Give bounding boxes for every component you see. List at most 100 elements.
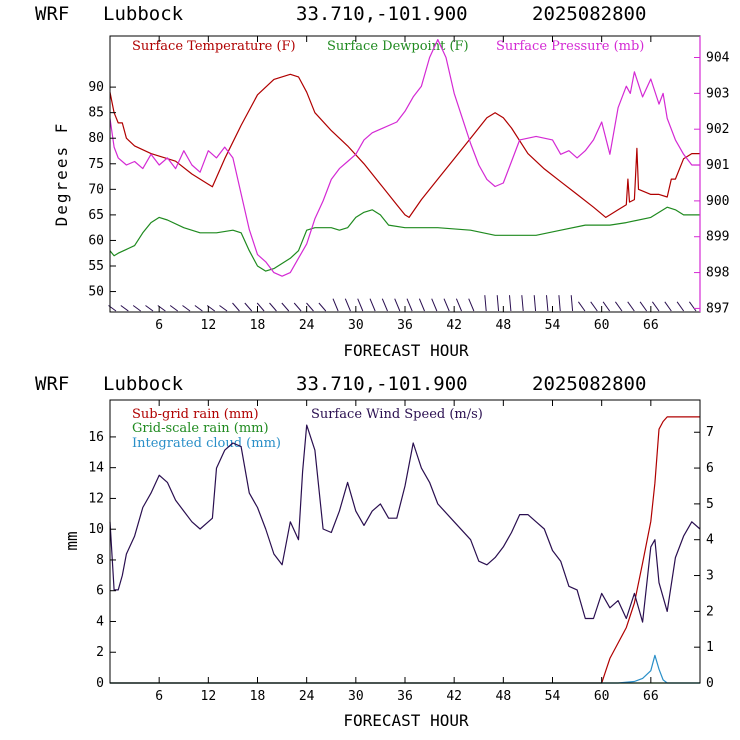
- wind-barb: [443, 298, 450, 312]
- x-tick-label: 24: [299, 318, 315, 333]
- y2-tick-label: 900: [706, 194, 729, 209]
- wind-barb: [369, 298, 376, 312]
- y2-tick-label: 1: [706, 640, 714, 655]
- y2-tick-label: 901: [706, 158, 729, 173]
- bottom-axis-ticks: 6 12 18 24 30 36 42 48 54 60 660246810121416012345…: [88, 400, 714, 704]
- y-tick-label: 90: [88, 80, 104, 95]
- top-header-coords: 33.710,-101.900: [296, 3, 468, 25]
- y2-tick-label: 4: [706, 533, 714, 548]
- wind-barb: [431, 298, 438, 312]
- x-tick-label: 6: [155, 318, 163, 333]
- legend-surface-dewpoint: Surface Dewpoint (F): [327, 39, 469, 54]
- wind-barb: [344, 298, 351, 312]
- y2-tick-label: 6: [706, 461, 714, 476]
- wind-barb: [639, 301, 648, 312]
- wind-barb: [269, 302, 277, 312]
- top-plot-lines: [109, 39, 700, 277]
- x-tick-label: 12: [201, 689, 217, 704]
- bottom-header-run: 2025082800: [532, 373, 646, 395]
- legend-gridscale-rain: Grid-scale rain (mm): [132, 421, 269, 436]
- legend-integrated-cloud: Integrated cloud (mm): [132, 436, 281, 451]
- x-tick-label: 18: [250, 689, 266, 704]
- bottom-series-integrated-cloud-mm: [110, 654, 700, 684]
- y-tick-label: 65: [88, 208, 104, 223]
- x-tick-label: 18: [250, 318, 266, 333]
- top-header-station: Lubbock: [103, 3, 184, 25]
- wind-barb: [394, 298, 401, 312]
- x-tick-label: 42: [446, 689, 462, 704]
- y-tick-label: 6: [96, 584, 104, 599]
- wind-barb: [651, 301, 660, 312]
- wind-barb: [306, 302, 314, 312]
- wind-barb: [590, 301, 598, 312]
- top-header-run: 2025082800: [532, 3, 646, 25]
- wind-barb: [381, 298, 388, 312]
- y-tick-label: 16: [88, 430, 104, 445]
- y-tick-label: 2: [96, 645, 104, 660]
- y2-tick-label: 903: [706, 86, 729, 101]
- x-tick-label: 60: [594, 318, 610, 333]
- y-tick-label: 70: [88, 182, 104, 197]
- wind-barb: [357, 298, 364, 312]
- y-tick-label: 12: [88, 491, 104, 506]
- x-tick-label: 12: [201, 318, 217, 333]
- legend-surface-pressure: Surface Pressure (mb): [496, 39, 644, 54]
- y2-tick-label: 2: [706, 604, 714, 619]
- x-tick-label: 24: [299, 689, 315, 704]
- wind-barb: [558, 295, 561, 312]
- y-tick-label: 55: [88, 259, 104, 274]
- top-plot-frame: [109, 35, 701, 313]
- x-tick-label: 66: [643, 318, 659, 333]
- wind-barb: [688, 301, 697, 312]
- top-header-model: WRF: [35, 3, 69, 25]
- y2-tick-label: 0: [706, 676, 714, 691]
- wind-barb: [318, 302, 327, 312]
- y-tick-label: 85: [88, 106, 104, 121]
- bottom-header-coords: 33.710,-101.900: [296, 373, 468, 395]
- legend-surface-temperature: Surface Temperature (F): [132, 39, 296, 54]
- y-tick-label: 50: [88, 285, 104, 300]
- wind-barb: [182, 305, 191, 312]
- wind-barb: [281, 302, 290, 312]
- y-tick-label: 60: [88, 233, 104, 248]
- wind-barb: [496, 295, 500, 312]
- x-tick-label: 48: [496, 689, 512, 704]
- y-tick-label: 80: [88, 131, 104, 146]
- wind-barb: [602, 301, 611, 312]
- wind-barb: [219, 305, 228, 312]
- top-series-surface-pressure-mb: [109, 39, 700, 277]
- wind-barb: [169, 305, 178, 312]
- x-tick-label: 48: [496, 318, 512, 333]
- wind-barb: [521, 295, 524, 312]
- bottom-plot-lines: [109, 416, 701, 684]
- wind-barb: [232, 302, 240, 312]
- wind-barb: [577, 301, 586, 312]
- wind-barbs: [108, 295, 697, 312]
- y2-tick-label: 899: [706, 230, 729, 245]
- wind-barb: [244, 302, 253, 312]
- y-tick-label: 8: [96, 553, 104, 568]
- wind-barb: [468, 298, 475, 312]
- wind-barb: [509, 295, 512, 312]
- y2-tick-label: 898: [706, 266, 729, 281]
- wind-barb: [570, 295, 574, 312]
- top-ylabel: Degrees F: [52, 122, 71, 227]
- top-xlabel: FORECAST HOUR: [343, 341, 469, 360]
- wind-barb: [676, 301, 685, 312]
- y-tick-label: 4: [96, 614, 104, 629]
- x-tick-label: 54: [545, 318, 561, 333]
- wind-barb: [293, 302, 302, 312]
- y2-tick-label: 902: [706, 122, 729, 137]
- wind-barb: [406, 298, 413, 312]
- y-tick-label: 10: [88, 522, 104, 537]
- bottom-series-surface-wind-speed-m-s: [109, 424, 701, 623]
- bottom-xlabel: FORECAST HOUR: [343, 711, 469, 730]
- wind-barb: [484, 295, 487, 312]
- x-tick-label: 30: [348, 689, 364, 704]
- wind-barb: [664, 301, 672, 312]
- x-tick-label: 42: [446, 318, 462, 333]
- y-tick-label: 0: [96, 676, 104, 691]
- wind-barb: [546, 295, 549, 312]
- legend-subgrid-rain: Sub-grid rain (mm): [132, 407, 259, 422]
